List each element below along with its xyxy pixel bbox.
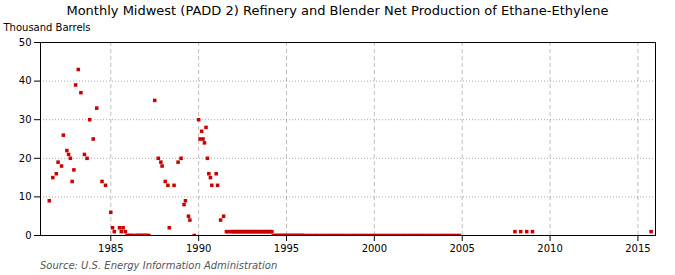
svg-text:0: 0 xyxy=(25,230,31,241)
svg-text:2015: 2015 xyxy=(625,243,650,254)
html-text:Monthly Midwest (PADD 2) Refin: Monthly Midwest (PADD 2) Refinery and Bl… xyxy=(66,3,609,18)
svg-text:2000: 2000 xyxy=(362,243,387,254)
svg-text:1990: 1990 xyxy=(186,243,211,254)
svg-text:20: 20 xyxy=(19,153,32,164)
html-text:Source: U.S. Energy Informatio: Source: U.S. Energy Information Administ… xyxy=(40,260,278,271)
svg-text:Thousand Barrels: Thousand Barrels xyxy=(3,22,91,33)
svg-text:40: 40 xyxy=(19,75,32,86)
svg-text:10: 10 xyxy=(19,191,32,202)
svg-text:2005: 2005 xyxy=(449,243,474,254)
svg-text:50: 50 xyxy=(19,37,32,48)
svg-text:1995: 1995 xyxy=(274,243,299,254)
svg-text:2010: 2010 xyxy=(537,243,562,254)
svg-text:30: 30 xyxy=(19,114,32,125)
svg-text:1985: 1985 xyxy=(98,243,123,254)
